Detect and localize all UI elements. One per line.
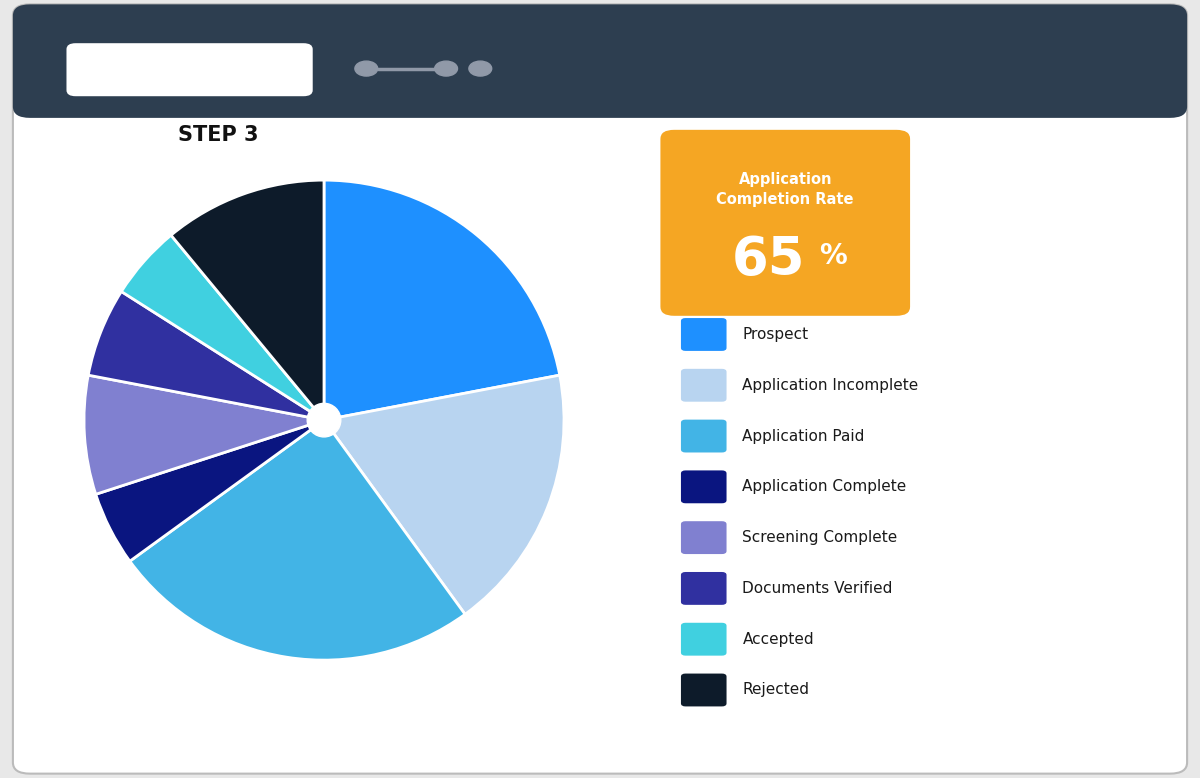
Circle shape <box>469 61 492 76</box>
Wedge shape <box>89 292 324 420</box>
Wedge shape <box>96 420 324 561</box>
Text: Application Complete: Application Complete <box>743 479 907 494</box>
Text: Application
Completion Rate: Application Completion Rate <box>716 172 854 207</box>
Text: Rejected: Rejected <box>743 682 810 698</box>
Text: Application Incomplete: Application Incomplete <box>743 378 919 393</box>
FancyBboxPatch shape <box>13 5 1187 773</box>
Text: Prospect: Prospect <box>743 327 809 342</box>
FancyBboxPatch shape <box>66 44 313 96</box>
Text: %: % <box>820 243 847 271</box>
FancyBboxPatch shape <box>13 5 1187 118</box>
Text: Accepted: Accepted <box>743 632 814 647</box>
Text: STEP 3: STEP 3 <box>179 125 259 145</box>
Wedge shape <box>172 180 324 420</box>
FancyBboxPatch shape <box>680 369 726 401</box>
FancyBboxPatch shape <box>680 419 726 453</box>
FancyBboxPatch shape <box>680 318 726 351</box>
Wedge shape <box>130 420 466 660</box>
Wedge shape <box>324 180 559 420</box>
Text: Application Paid: Application Paid <box>743 429 865 443</box>
Text: 65: 65 <box>732 234 805 286</box>
Circle shape <box>434 61 457 76</box>
Text: Screening Complete: Screening Complete <box>743 530 898 545</box>
FancyBboxPatch shape <box>680 471 726 503</box>
Circle shape <box>307 403 341 437</box>
Wedge shape <box>324 375 564 615</box>
FancyBboxPatch shape <box>680 622 726 656</box>
FancyBboxPatch shape <box>660 130 910 316</box>
Text: Documents Verified: Documents Verified <box>743 581 893 596</box>
FancyBboxPatch shape <box>680 674 726 706</box>
Wedge shape <box>84 375 324 494</box>
FancyBboxPatch shape <box>680 521 726 554</box>
Wedge shape <box>121 235 324 420</box>
FancyBboxPatch shape <box>30 77 1170 107</box>
FancyBboxPatch shape <box>680 572 726 605</box>
Circle shape <box>355 61 378 76</box>
